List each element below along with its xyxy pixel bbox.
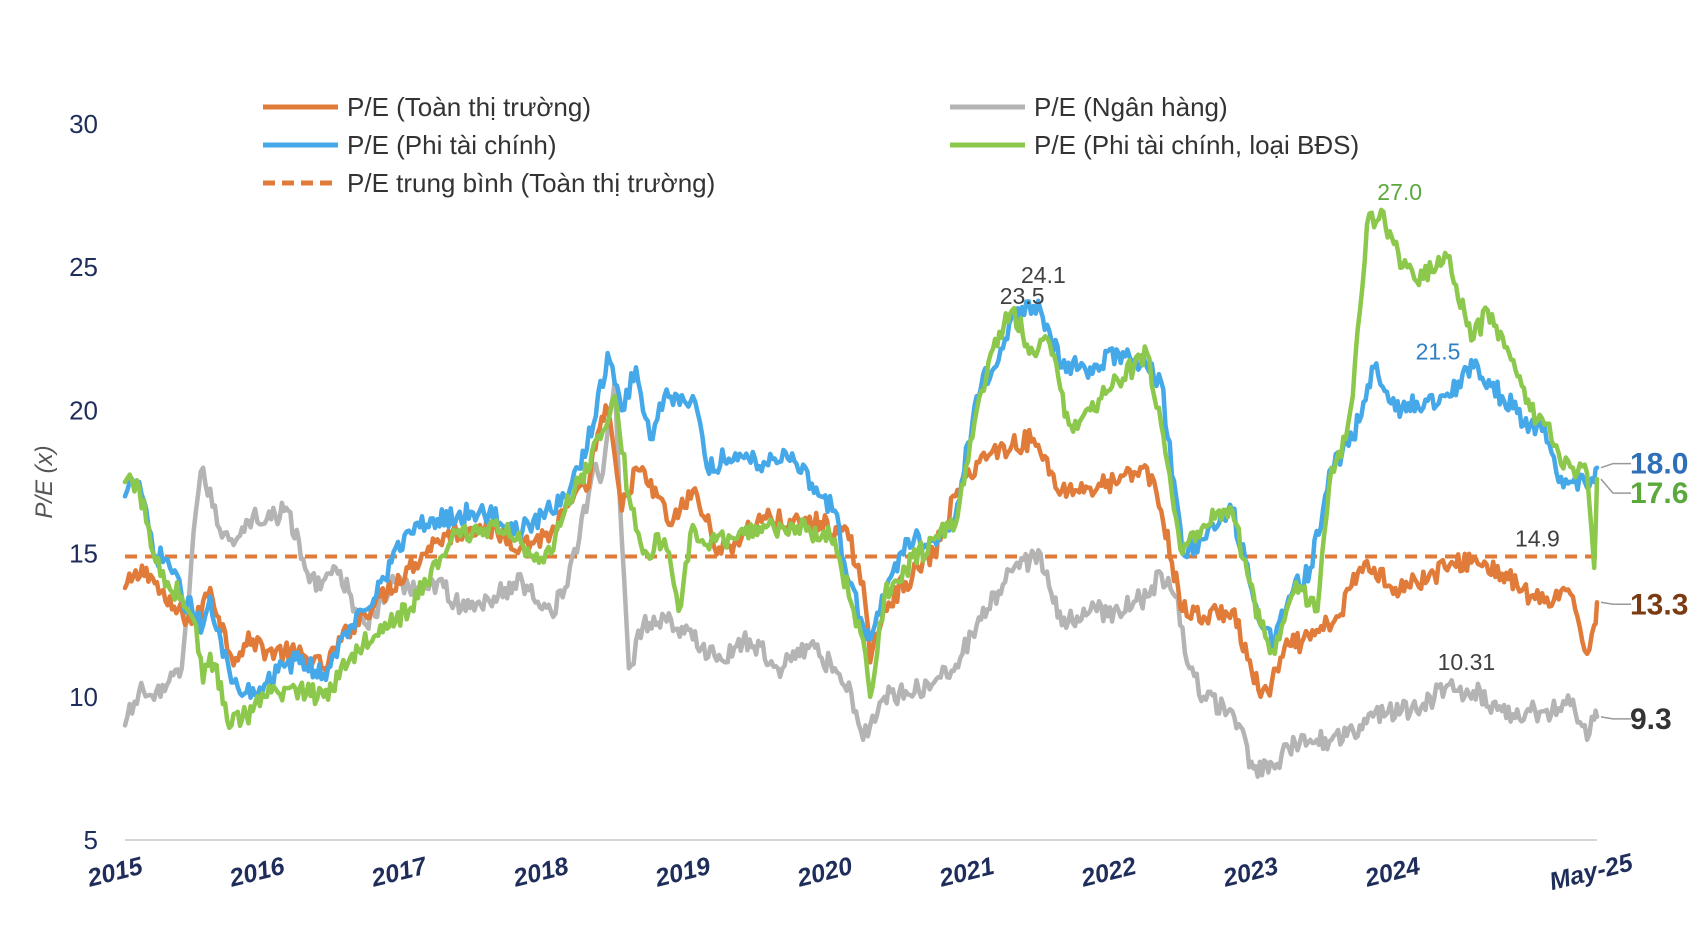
annotation-layer: 24.123.5 27.0 21.5 14.9 10.31 18.017.6 13.3 9.3	[1000, 179, 1689, 736]
y-tick-label: 15	[69, 539, 98, 569]
end-value-label: 13.3	[1630, 588, 1688, 621]
legend-label: P/E (Phi tài chính)	[347, 130, 557, 160]
y-tick-label: 5	[84, 825, 98, 855]
y-tick-label: 10	[69, 682, 98, 712]
end-label-leader	[1600, 601, 1631, 606]
y-tick-label: 30	[69, 109, 98, 139]
series-line-p-e-phi-tai-chinh	[122, 298, 1600, 700]
y-axis-label: P/E (x)	[31, 445, 58, 518]
series-line-p-e-phi-tai-chinh-loai-bds	[122, 207, 1600, 731]
end-label-leader	[1600, 478, 1631, 494]
x-tick-label: 2020	[793, 852, 855, 893]
data-annotation: 24.1	[1021, 262, 1066, 288]
legend-layer: P/E (Toàn thị trường) P/E (Ngân hàng) P/E …	[263, 92, 1359, 198]
y-tick-label: 25	[69, 252, 98, 282]
data-annotation: 10.31	[1438, 649, 1496, 675]
data-annotation: 21.5	[1416, 338, 1461, 364]
legend-label: P/E (Ngân hàng)	[1034, 92, 1228, 122]
end-value-label: 17.6	[1630, 477, 1688, 510]
data-annotation: 27.0	[1377, 179, 1422, 205]
x-tick-label: 2017	[368, 852, 431, 893]
x-tick-label: 2015	[84, 852, 147, 893]
x-tick-label: 2024	[1361, 852, 1423, 893]
data-annotation: 14.9	[1515, 525, 1560, 551]
legend-label: P/E (Phi tài chính, loại BĐS)	[1034, 130, 1359, 160]
end-label-leader	[1600, 462, 1631, 469]
legend-label: P/E trung bình (Toàn thị trường)	[347, 168, 715, 198]
x-tick-label: 2022	[1077, 852, 1139, 893]
axes-layer: 5 10 15 20 25 30 P/E (x) 2015 2016 2017 2018 2019 20…	[31, 109, 1637, 896]
end-label-leader	[1600, 716, 1631, 720]
x-tick-label: 2018	[510, 852, 572, 893]
series-line-p-e-toan-thi-truong	[122, 403, 1600, 700]
x-tick-label: 2019	[652, 852, 714, 893]
x-tick-label: 2023	[1219, 852, 1281, 893]
legend-label: P/E (Toàn thị trường)	[347, 92, 591, 122]
series-layer	[122, 207, 1600, 779]
x-tick-label: 2021	[935, 852, 997, 893]
y-tick-label: 20	[69, 395, 98, 425]
end-value-label: 9.3	[1630, 703, 1672, 736]
x-tick-label: 2016	[226, 852, 289, 893]
data-annotation: 23.5	[1000, 283, 1045, 309]
x-tick-label: May-25	[1547, 848, 1637, 896]
end-value-label: 18.0	[1630, 448, 1688, 481]
